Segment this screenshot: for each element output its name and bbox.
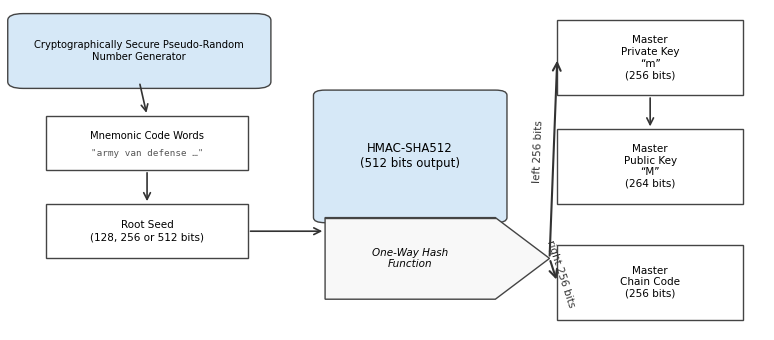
FancyBboxPatch shape (46, 116, 248, 170)
FancyBboxPatch shape (557, 129, 743, 204)
Text: right 256 bits: right 256 bits (546, 239, 577, 309)
Text: One-Way Hash
Function: One-Way Hash Function (372, 248, 448, 269)
FancyBboxPatch shape (313, 90, 507, 223)
Text: Cryptographically Secure Pseudo-Random
Number Generator: Cryptographically Secure Pseudo-Random N… (35, 40, 244, 62)
Text: Root Seed
(128, 256 or 512 bits): Root Seed (128, 256 or 512 bits) (90, 220, 204, 242)
FancyBboxPatch shape (46, 204, 248, 258)
Polygon shape (325, 218, 550, 299)
Text: Master
Private Key
“m”
(256 bits): Master Private Key “m” (256 bits) (621, 35, 680, 80)
Text: Master
Public Key
“M”
(264 bits): Master Public Key “M” (264 bits) (624, 144, 676, 189)
FancyBboxPatch shape (557, 245, 743, 320)
Text: Mnemonic Code Words: Mnemonic Code Words (90, 131, 204, 141)
Text: HMAC-SHA512
(512 bits output): HMAC-SHA512 (512 bits output) (360, 142, 461, 170)
Text: left 256 bits: left 256 bits (532, 120, 544, 183)
Text: "army van defense …": "army van defense …" (91, 149, 204, 157)
Text: Master
Chain Code
(256 bits): Master Chain Code (256 bits) (620, 266, 680, 299)
FancyBboxPatch shape (8, 14, 271, 88)
FancyBboxPatch shape (557, 20, 743, 95)
